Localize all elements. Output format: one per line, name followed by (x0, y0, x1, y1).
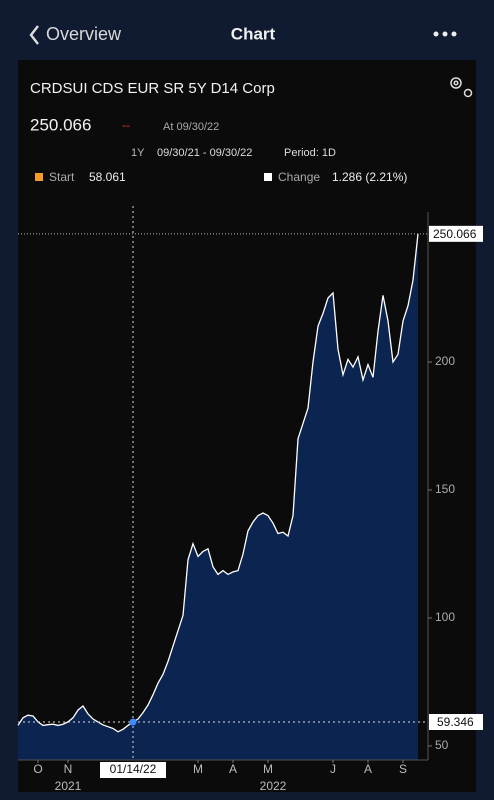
x-tick-label: A (229, 762, 237, 776)
x-tick-label: A (364, 762, 372, 776)
back-label[interactable]: Overview (46, 24, 122, 44)
crosshair-point (129, 718, 137, 726)
plot: 50 100 150 200 O N M A M J A S 2021 2022 250.066 59.346… (17, 206, 483, 793)
last-value-label: 250.066 (433, 227, 477, 241)
change-swatch (264, 173, 272, 181)
x-tick-label: O (33, 762, 42, 776)
line (17, 233, 419, 733)
more-icon[interactable] (433, 31, 457, 37)
y-tick-label: 150 (435, 482, 455, 496)
start-swatch (35, 173, 43, 181)
start-value: 58.061 (89, 170, 126, 184)
crosshair-value-box (429, 714, 483, 731)
range: 1Y (131, 147, 145, 159)
x-tick-label: S (399, 762, 407, 776)
y-tick-label: 100 (435, 610, 455, 624)
y-tick-label: 50 (435, 738, 449, 752)
start-label: Start (49, 170, 75, 184)
last-value-box (429, 225, 483, 242)
change-value: 1.286 (2.21%) (332, 170, 407, 184)
nav-title: Chart (231, 24, 276, 43)
security-title: CRDSUI CDS EUR SR 5Y D14 Corp (30, 80, 275, 97)
crosshair-date-box (100, 762, 166, 778)
crosshair-value-label: 59.346 (437, 715, 474, 729)
price: 250.066 (30, 115, 91, 134)
date-range: 09/30/21 - 09/30/22 (157, 147, 252, 159)
change-label: Change (278, 170, 320, 184)
x-tick-label: N (64, 762, 73, 776)
period: Period: 1D (284, 147, 336, 159)
x-tick-label: M (193, 762, 203, 776)
year-label: 2022 (260, 779, 287, 793)
y-tick-label: 200 (435, 354, 455, 368)
change-dash: -- (122, 118, 130, 132)
as-of: At 09/30/22 (163, 121, 219, 133)
year-label: 2021 (55, 779, 82, 793)
settings-icon[interactable] (450, 77, 473, 98)
crosshair-date-label: 01/14/22 (110, 762, 157, 776)
x-tick-label: J (330, 762, 336, 776)
back-icon[interactable] (29, 25, 39, 45)
x-tick-label: M (263, 762, 273, 776)
area (18, 233, 418, 761)
